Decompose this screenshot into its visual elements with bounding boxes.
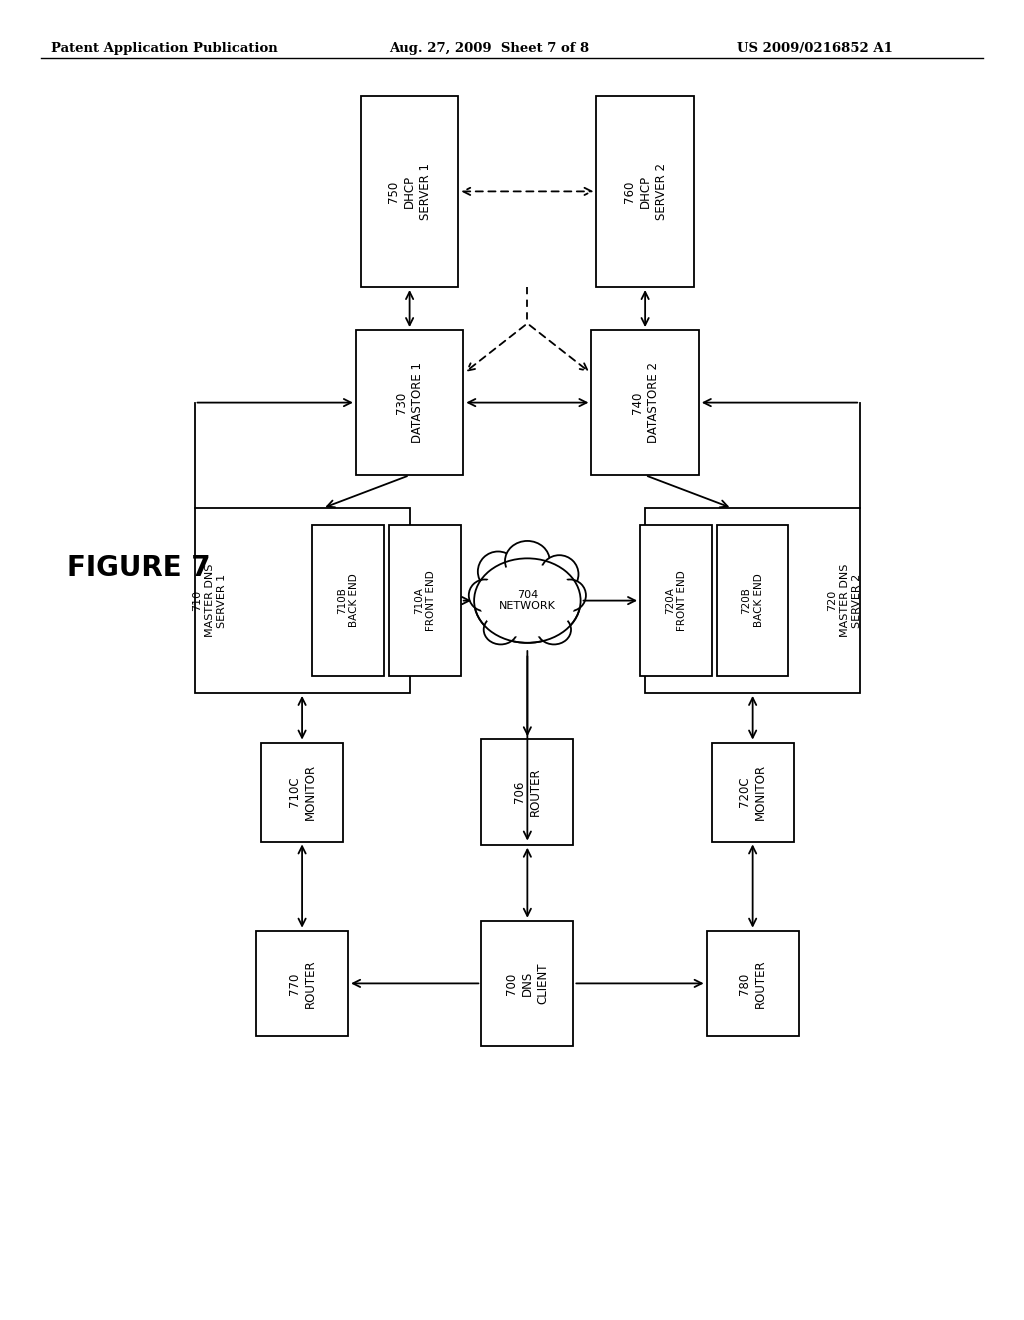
Text: 780
ROUTER: 780 ROUTER <box>738 960 767 1007</box>
Bar <box>261 742 343 842</box>
Bar <box>481 739 573 845</box>
Bar <box>361 96 459 288</box>
Text: Aug. 27, 2009  Sheet 7 of 8: Aug. 27, 2009 Sheet 7 of 8 <box>389 42 589 55</box>
Text: 710
MASTER DNS
SERVER 1: 710 MASTER DNS SERVER 1 <box>193 564 227 638</box>
Text: 720
MASTER DNS
SERVER 2: 720 MASTER DNS SERVER 2 <box>827 564 862 638</box>
Text: 710C
MONITOR: 710C MONITOR <box>288 764 316 820</box>
Ellipse shape <box>479 564 575 638</box>
Bar <box>596 96 694 288</box>
Text: 760
DHCP
SERVER 2: 760 DHCP SERVER 2 <box>623 162 668 220</box>
Text: 720C
MONITOR: 720C MONITOR <box>738 764 767 820</box>
Bar <box>481 921 573 1045</box>
Bar <box>592 330 698 475</box>
Text: 710B
BACK END: 710B BACK END <box>337 574 359 627</box>
Text: 770
ROUTER: 770 ROUTER <box>288 960 316 1007</box>
Text: 720B
BACK END: 720B BACK END <box>741 574 764 627</box>
Bar <box>195 508 410 693</box>
Ellipse shape <box>474 558 581 643</box>
Bar <box>645 508 860 693</box>
Bar <box>640 524 712 676</box>
Text: 706
ROUTER: 706 ROUTER <box>513 768 542 816</box>
Text: 720A
FRONT END: 720A FRONT END <box>665 570 687 631</box>
Ellipse shape <box>483 615 518 644</box>
Text: 710A
FRONT END: 710A FRONT END <box>414 570 436 631</box>
Ellipse shape <box>478 552 518 591</box>
Text: US 2009/0216852 A1: US 2009/0216852 A1 <box>737 42 893 55</box>
Ellipse shape <box>469 579 501 611</box>
Text: 740
DATASTORE 2: 740 DATASTORE 2 <box>631 362 659 444</box>
Bar <box>389 524 461 676</box>
Ellipse shape <box>537 615 571 644</box>
Text: 750
DHCP
SERVER 1: 750 DHCP SERVER 1 <box>387 162 432 220</box>
Bar <box>717 524 788 676</box>
Text: 700
DNS
CLIENT: 700 DNS CLIENT <box>505 962 550 1005</box>
Bar <box>256 931 348 1036</box>
Bar <box>356 330 463 475</box>
Bar <box>707 931 799 1036</box>
Bar <box>312 524 384 676</box>
Ellipse shape <box>554 579 586 611</box>
Ellipse shape <box>505 541 550 581</box>
Text: 730
DATASTORE 1: 730 DATASTORE 1 <box>395 362 424 444</box>
Bar <box>712 742 794 842</box>
Text: FIGURE 7: FIGURE 7 <box>67 553 210 582</box>
Text: 704
NETWORK: 704 NETWORK <box>499 590 556 611</box>
Ellipse shape <box>540 556 579 593</box>
Text: Patent Application Publication: Patent Application Publication <box>51 42 278 55</box>
